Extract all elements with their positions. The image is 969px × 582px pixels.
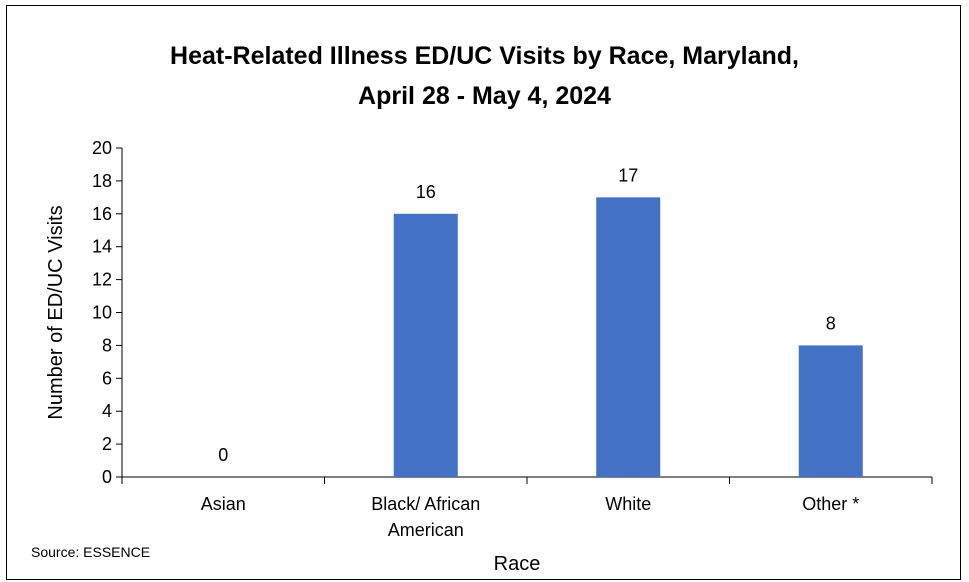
y-tick-label: 16	[92, 204, 112, 224]
data-label: 17	[618, 165, 638, 185]
x-tick-label: White	[605, 494, 651, 514]
y-tick-label: 14	[92, 237, 112, 257]
x-tick-label: Asian	[201, 494, 246, 514]
x-tick-label: Other *	[802, 494, 859, 514]
y-tick-label: 12	[92, 270, 112, 290]
y-tick-label: 0	[102, 467, 112, 487]
bar	[596, 197, 661, 477]
y-tick-label: 18	[92, 171, 112, 191]
y-tick-label: 10	[92, 303, 112, 323]
y-tick-label: 6	[102, 368, 112, 388]
chart-frame	[6, 5, 961, 580]
data-label: 0	[218, 445, 228, 465]
chart-title-line-1: Heat-Related Illness ED/UC Visits by Rac…	[170, 42, 799, 70]
chart-title-line-2: April 28 - May 4, 2024	[358, 82, 611, 110]
y-tick-label: 2	[102, 434, 112, 454]
x-tick-label: American	[388, 520, 464, 540]
source-note: Source: ESSENCE	[31, 544, 151, 560]
x-tick-label: Black/ African	[371, 494, 480, 514]
x-axis-title: Race	[494, 553, 541, 575]
data-label: 16	[416, 182, 436, 202]
y-axis-title: Number of ED/UC Visits	[45, 205, 67, 419]
data-label: 8	[826, 313, 836, 333]
y-tick-label: 20	[92, 138, 112, 158]
y-tick-label: 4	[102, 401, 112, 421]
bar	[393, 213, 458, 478]
bar	[798, 345, 863, 477]
y-tick-label: 8	[102, 335, 112, 355]
